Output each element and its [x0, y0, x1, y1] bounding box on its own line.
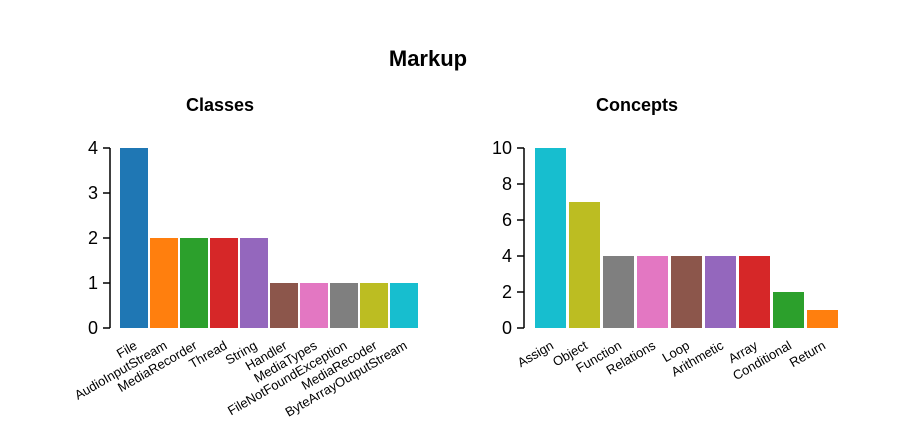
- concepts-bar-return: [807, 310, 838, 328]
- classes-y-tick-label: 3: [88, 183, 98, 203]
- classes-bar-mediarecorder: [180, 238, 208, 328]
- concepts-bar-function: [603, 256, 634, 328]
- classes-chart: Classes 01234FileAudioInputStreamMediaRe…: [72, 95, 418, 420]
- classes-y-tick-label: 4: [88, 138, 98, 158]
- concepts-y-tick-label: 6: [502, 210, 512, 230]
- figure-title: Markup: [389, 46, 467, 71]
- concepts-x-tick-label: Return: [787, 338, 828, 371]
- classes-y-tick-label: 0: [88, 318, 98, 338]
- concepts-chart-title: Concepts: [596, 95, 678, 115]
- classes-bar-thread: [210, 238, 238, 328]
- concepts-y-tick-label: 2: [502, 282, 512, 302]
- concepts-y-tick-label: 4: [502, 246, 512, 266]
- classes-y-tick-label: 1: [88, 273, 98, 293]
- concepts-chart: Concepts 0246810AssignObjectFunctionRela…: [492, 95, 838, 383]
- concepts-bar-object: [569, 202, 600, 328]
- concepts-bar-array: [739, 256, 770, 328]
- classes-chart-title: Classes: [186, 95, 254, 115]
- classes-bar-bytearrayoutputstream: [390, 283, 418, 328]
- concepts-bar-loop: [671, 256, 702, 328]
- concepts-x-tick-label: Assign: [515, 338, 556, 371]
- classes-bar-filenotfoundexception: [330, 283, 358, 328]
- concepts-bar-assign: [535, 148, 566, 328]
- classes-y-tick-label: 2: [88, 228, 98, 248]
- concepts-y-tick-label: 10: [492, 138, 512, 158]
- concepts-y-tick-label: 8: [502, 174, 512, 194]
- classes-bar-handler: [270, 283, 298, 328]
- concepts-bar-arithmetic: [705, 256, 736, 328]
- classes-bar-mediatypes: [300, 283, 328, 328]
- concepts-bar-relations: [637, 256, 668, 328]
- concepts-bar-conditional: [773, 292, 804, 328]
- concepts-y-tick-label: 0: [502, 318, 512, 338]
- classes-bar-file: [120, 148, 148, 328]
- classes-bar-string: [240, 238, 268, 328]
- classes-bar-audioinputstream: [150, 238, 178, 328]
- classes-bar-mediarecoder: [360, 283, 388, 328]
